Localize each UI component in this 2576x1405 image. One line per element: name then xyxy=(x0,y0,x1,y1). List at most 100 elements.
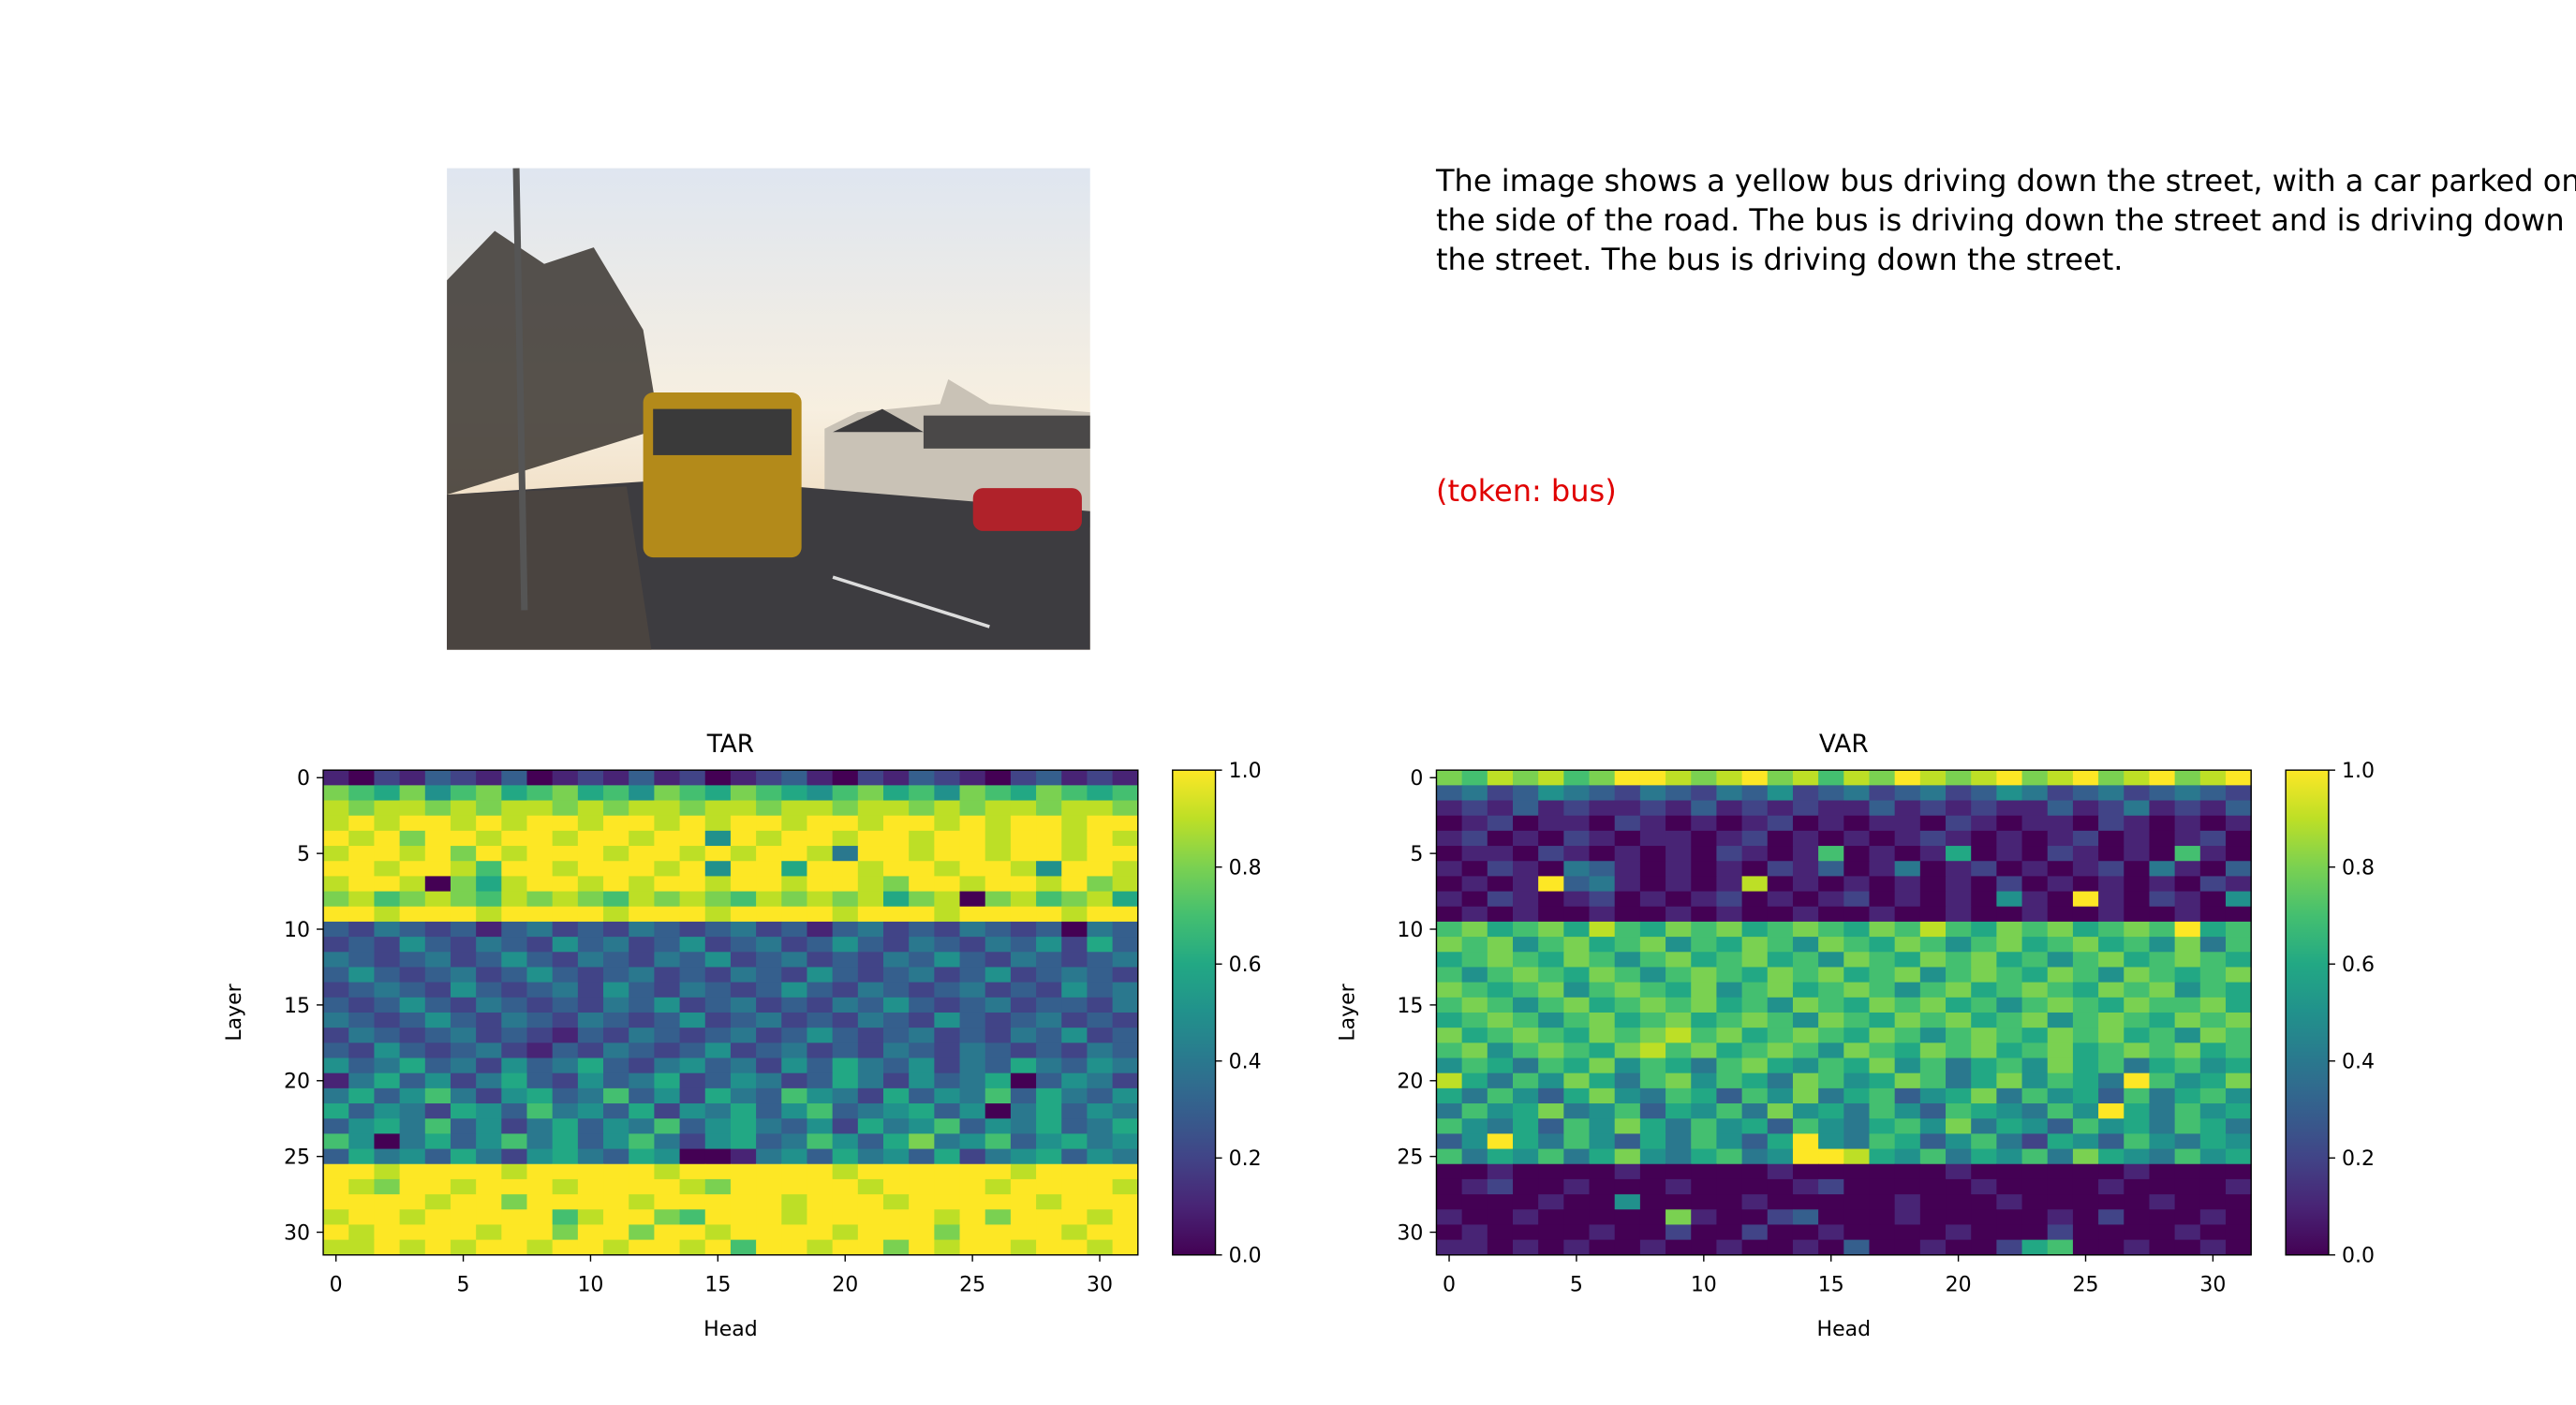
cell xyxy=(323,1163,349,1180)
cell xyxy=(985,937,1012,953)
cell xyxy=(1036,1028,1062,1043)
cell xyxy=(2225,1103,2252,1119)
cell xyxy=(781,830,807,847)
cell xyxy=(1589,1133,1616,1150)
cell xyxy=(1843,1194,1871,1210)
cell xyxy=(1512,1194,1539,1210)
cell xyxy=(2072,1028,2099,1043)
cell xyxy=(1639,1163,1666,1180)
cell xyxy=(348,1239,375,1256)
cell xyxy=(1767,815,1794,832)
cell xyxy=(2047,1043,2074,1059)
cell xyxy=(1919,1163,1947,1180)
cell xyxy=(1036,1209,1062,1225)
cell xyxy=(679,1057,706,1074)
cell xyxy=(1894,1148,1921,1165)
cell xyxy=(450,876,477,893)
cell xyxy=(1919,921,1947,938)
cell xyxy=(909,1087,935,1104)
cell xyxy=(526,982,554,998)
cell xyxy=(756,1072,782,1089)
cell xyxy=(1843,861,1871,877)
cell xyxy=(2021,1057,2049,1074)
cell xyxy=(629,1057,655,1074)
cell xyxy=(603,1239,629,1256)
cell xyxy=(2021,861,2049,877)
cell xyxy=(730,1118,757,1134)
cell xyxy=(1767,1194,1794,1210)
cell xyxy=(603,861,629,877)
cell xyxy=(909,1043,935,1059)
cell xyxy=(424,846,452,862)
cell xyxy=(526,1103,554,1119)
cell xyxy=(1691,982,1717,998)
cell xyxy=(323,846,349,862)
cell xyxy=(1894,1028,1921,1043)
cell xyxy=(629,1209,655,1225)
cell xyxy=(2174,967,2201,984)
cell xyxy=(1436,1103,1463,1119)
cell xyxy=(1563,997,1591,1013)
cell xyxy=(1767,830,1794,847)
cell xyxy=(1614,1012,1641,1028)
cell xyxy=(1614,800,1641,817)
cell xyxy=(2174,1148,2201,1165)
cell xyxy=(1614,1087,1641,1104)
cell xyxy=(1614,830,1641,847)
cell xyxy=(2149,1148,2176,1165)
cell xyxy=(476,937,502,953)
cell xyxy=(348,891,375,908)
y-tick-label: 25 xyxy=(284,1146,310,1170)
cell xyxy=(1946,1072,1972,1089)
cell xyxy=(730,1209,757,1225)
cell xyxy=(348,952,375,968)
cell xyxy=(1741,1163,1769,1180)
cell xyxy=(1087,1028,1114,1043)
cell xyxy=(1036,1043,1062,1059)
cell xyxy=(603,830,629,847)
cell xyxy=(374,876,401,893)
cell xyxy=(1639,1224,1666,1241)
cell xyxy=(1010,815,1037,832)
cell xyxy=(2149,1072,2176,1089)
cell xyxy=(323,997,349,1013)
cell xyxy=(883,1103,910,1119)
cell xyxy=(526,1133,554,1150)
cell xyxy=(1436,1012,1463,1028)
cell xyxy=(577,846,604,862)
cell xyxy=(476,830,502,847)
cell xyxy=(1792,967,1819,984)
cell xyxy=(577,891,604,908)
cell xyxy=(1818,1118,1844,1134)
cell xyxy=(2098,952,2124,968)
cell xyxy=(1112,1163,1139,1180)
cell xyxy=(2021,1103,2049,1119)
cell xyxy=(1639,982,1666,998)
cell xyxy=(2124,876,2150,893)
cell xyxy=(526,876,554,893)
cell xyxy=(450,997,477,1013)
cell xyxy=(781,1194,807,1210)
cell xyxy=(832,937,859,953)
cell xyxy=(1843,906,1871,923)
cell xyxy=(756,1028,782,1043)
cell xyxy=(807,815,834,832)
cell xyxy=(1971,846,1997,862)
cell xyxy=(1112,1087,1139,1104)
cell xyxy=(348,846,375,862)
cell xyxy=(603,906,629,923)
cell xyxy=(1843,1012,1871,1028)
cell xyxy=(1436,1163,1463,1180)
cell xyxy=(1691,1163,1717,1180)
cell xyxy=(1843,1133,1871,1150)
y-axis-label: Layer xyxy=(223,983,246,1041)
cell xyxy=(1741,770,1769,786)
cell xyxy=(450,1163,477,1180)
cell xyxy=(1589,1028,1616,1043)
cell xyxy=(959,1239,986,1256)
cell xyxy=(832,1087,859,1104)
cell xyxy=(1818,846,1844,862)
cell xyxy=(730,982,757,998)
cell xyxy=(1818,1043,1844,1059)
cell xyxy=(2149,1087,2176,1104)
